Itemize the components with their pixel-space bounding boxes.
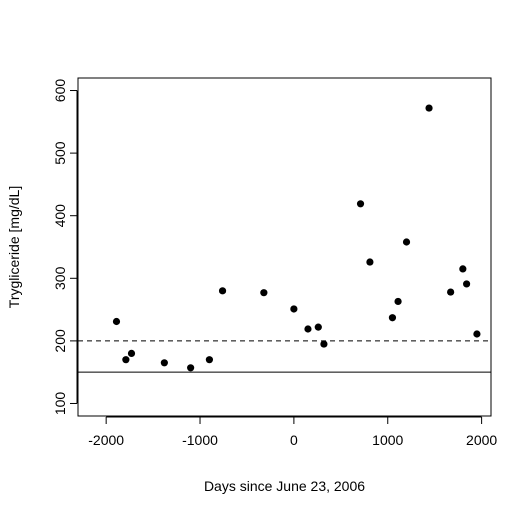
y-tick-label: 600 — [52, 79, 68, 103]
data-point — [160, 359, 168, 367]
data-point — [459, 265, 467, 273]
data-point — [320, 340, 328, 348]
x-axis: -2000 -1000 0 1000 2000 — [88, 416, 497, 448]
x-axis-label: Days since June 23, 2006 — [204, 478, 365, 494]
data-point — [290, 305, 298, 313]
data-point — [205, 356, 214, 364]
data-point — [388, 314, 397, 322]
data-point — [394, 297, 402, 306]
y-tick-label: 100 — [52, 392, 68, 416]
data-points-group — [112, 104, 481, 372]
data-point — [366, 258, 374, 266]
y-tick-label: 300 — [52, 266, 68, 290]
data-point — [187, 364, 195, 372]
data-point — [122, 356, 130, 364]
y-tick-label: 400 — [52, 204, 68, 228]
data-point — [447, 288, 455, 296]
y-axis: 100 200 300 400 500 600 — [52, 79, 78, 416]
data-point — [462, 280, 471, 288]
x-tick-label: 1000 — [372, 432, 403, 448]
data-point — [356, 200, 365, 208]
data-point — [127, 349, 136, 358]
reference-lines-group — [78, 340, 491, 373]
data-point — [314, 323, 322, 331]
data-point — [402, 238, 411, 246]
data-point — [112, 317, 121, 326]
y-axis-label: Trygliceride [mg/dL] — [6, 186, 22, 308]
y-tick-label: 200 — [52, 329, 68, 353]
data-point — [473, 330, 481, 338]
data-point — [260, 289, 268, 297]
data-point — [425, 104, 433, 112]
x-tick-label: -2000 — [88, 432, 124, 448]
x-tick-label: -1000 — [182, 432, 218, 448]
y-tick-label: 500 — [52, 141, 68, 165]
plot-frame — [77, 77, 492, 417]
data-point — [218, 287, 227, 295]
x-tick-label: 0 — [290, 432, 298, 448]
data-point — [304, 325, 312, 333]
x-tick-label: 2000 — [466, 432, 497, 448]
